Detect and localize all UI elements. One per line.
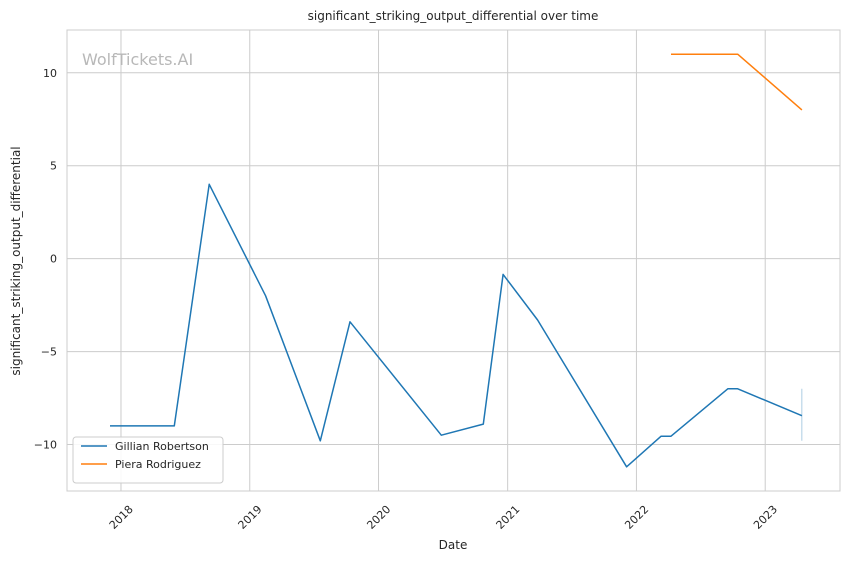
series-line-1 [110,183,803,468]
plot-area [66,29,841,492]
legend: Gillian Robertson Piera Rodriguez [72,436,224,484]
legend-box [72,436,224,484]
x-axis-label: Date [439,538,468,552]
series-layer [110,53,803,468]
y-tick-label: −10 [34,439,57,452]
chart-title: significant_striking_output_differential… [308,9,599,23]
plot-frame [66,29,841,492]
watermark: WolfTickets.AI [82,50,193,69]
y-tick-label: 0 [50,253,57,266]
grid [67,30,840,491]
y-tick-label: 5 [50,160,57,173]
y-tick-label: −5 [41,346,57,359]
series-line-2 [671,53,803,111]
y-axis-label: significant_striking_output_differential [9,146,23,375]
y-tick-label: 10 [43,67,57,80]
legend-label-1: Gillian Robertson [115,440,209,453]
legend-label-2: Piera Rodriguez [115,458,201,471]
